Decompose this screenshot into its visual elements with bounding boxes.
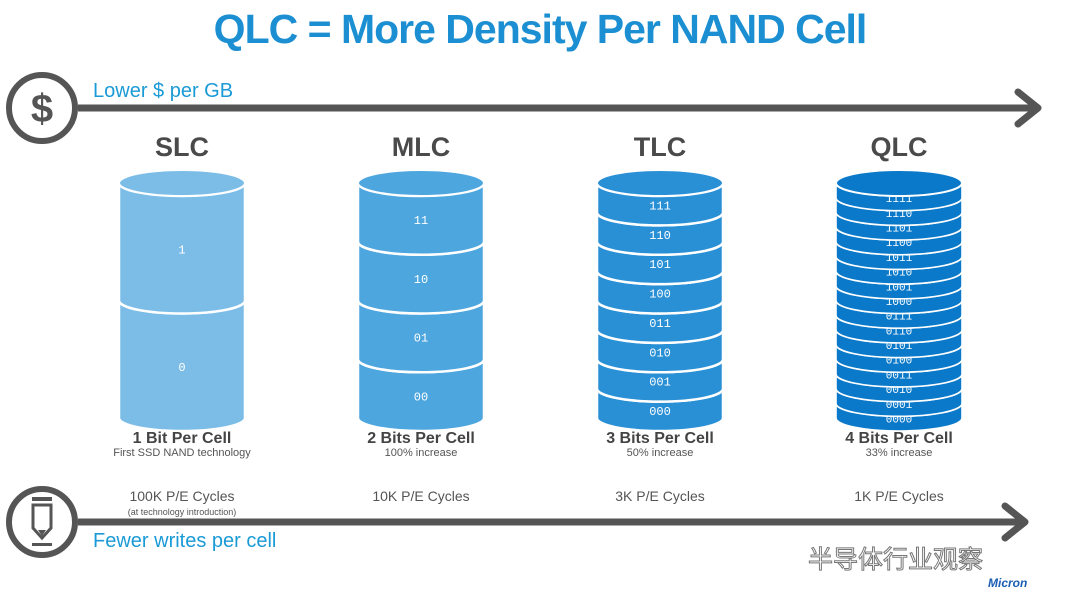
dollar-icon: $ bbox=[6, 72, 78, 144]
cylinder-qlc: 0000 0001 0010 0011 0100 0101 0110 0111 1000 1001… bbox=[835, 169, 963, 432]
top-arrow bbox=[78, 88, 1042, 128]
layer-bits-label: 1 bbox=[178, 244, 185, 258]
bits-per-cell: 2 Bits Per Cell bbox=[367, 430, 475, 447]
svg-text:$: $ bbox=[31, 87, 53, 131]
brand-logo: Micron bbox=[988, 576, 1028, 590]
layer-bits-label: 00 bbox=[414, 390, 428, 404]
layer-bits-label: 0110 bbox=[886, 326, 912, 338]
slide-title: QLC = More Density Per NAND Cell bbox=[213, 6, 868, 52]
cylinder-mlc: 00 01 10 11 bbox=[356, 169, 486, 433]
cylinder-top bbox=[357, 169, 485, 197]
bits-per-cell: 3 Bits Per Cell bbox=[606, 430, 714, 447]
pe-cycles: 3K P/E Cycles bbox=[615, 488, 705, 504]
layer-bits-label: 0101 bbox=[886, 341, 913, 353]
bits-per-cell: 1 Bit Per Cell bbox=[132, 430, 232, 447]
layer-bits-label: 0001 bbox=[886, 400, 913, 412]
pe-cycles: 1K P/E Cycles bbox=[854, 488, 944, 504]
column-subtitle: First SSD NAND technology bbox=[113, 447, 251, 459]
column-name: QLC bbox=[870, 132, 928, 162]
bottom-axis-label: Fewer writes per cell bbox=[93, 530, 277, 552]
pe-cycles: 10K P/E Cycles bbox=[372, 488, 470, 504]
cylinder-tlc: 000 001 010 011 100 101 110 111 bbox=[595, 169, 725, 433]
cylinder-top bbox=[596, 169, 724, 197]
column-name: SLC bbox=[155, 132, 209, 162]
layer-bits-label: 001 bbox=[649, 376, 671, 390]
column-subtitle: 33% increase bbox=[865, 447, 933, 459]
layer-bits-label: 0111 bbox=[886, 312, 913, 324]
pe-cycles-note: (at technology introduction) bbox=[127, 507, 237, 517]
cylinder-top bbox=[118, 169, 246, 197]
top-axis-label: Lower $ per GB bbox=[93, 80, 234, 102]
watermark: 半导体行业观察 bbox=[807, 546, 984, 575]
layer-bits-label: 1010 bbox=[886, 268, 912, 280]
layer-bits-label: 000 bbox=[649, 405, 671, 419]
layer-bits-label: 0 bbox=[178, 361, 185, 375]
layer-bits-label: 1001 bbox=[886, 282, 913, 294]
layer-bits-label: 01 bbox=[414, 332, 428, 346]
layer-bits-label: 0100 bbox=[886, 356, 912, 368]
column-subtitle: 100% increase bbox=[384, 447, 458, 459]
layer-bits-label: 0000 bbox=[886, 414, 912, 426]
layer-bits-label: 1111 bbox=[886, 194, 913, 206]
layer-bits-label: 1000 bbox=[886, 297, 912, 309]
pencil-icon bbox=[6, 486, 78, 558]
column-subtitle: 50% increase bbox=[626, 447, 694, 459]
layer-bits-label: 100 bbox=[649, 288, 671, 302]
layer-bits-label: 11 bbox=[414, 214, 428, 228]
bottom-arrow bbox=[78, 502, 1029, 542]
layer-bits-label: 1011 bbox=[886, 253, 913, 265]
layer-bits-label: 1100 bbox=[886, 238, 912, 250]
column-name: MLC bbox=[391, 132, 451, 162]
bits-per-cell: 4 Bits Per Cell bbox=[845, 430, 953, 447]
layer-bits-label: 1101 bbox=[886, 224, 913, 236]
layer-bits-label: 1110 bbox=[886, 209, 912, 221]
layer-bits-label: 111 bbox=[649, 199, 671, 213]
layer-bits-label: 0011 bbox=[886, 370, 913, 382]
layer-bits-label: 010 bbox=[649, 346, 671, 360]
cylinder-slc: 01 bbox=[117, 169, 247, 433]
column-name: TLC bbox=[633, 132, 687, 162]
layer-bits-label: 101 bbox=[649, 258, 671, 272]
layer-bits-label: 110 bbox=[649, 229, 671, 243]
layer-bits-label: 011 bbox=[649, 317, 671, 331]
pe-cycles: 100K P/E Cycles bbox=[129, 488, 235, 504]
layer-bits-label: 0010 bbox=[886, 385, 912, 397]
layer-bits-label: 10 bbox=[414, 273, 428, 287]
cylinder-top bbox=[835, 169, 963, 197]
